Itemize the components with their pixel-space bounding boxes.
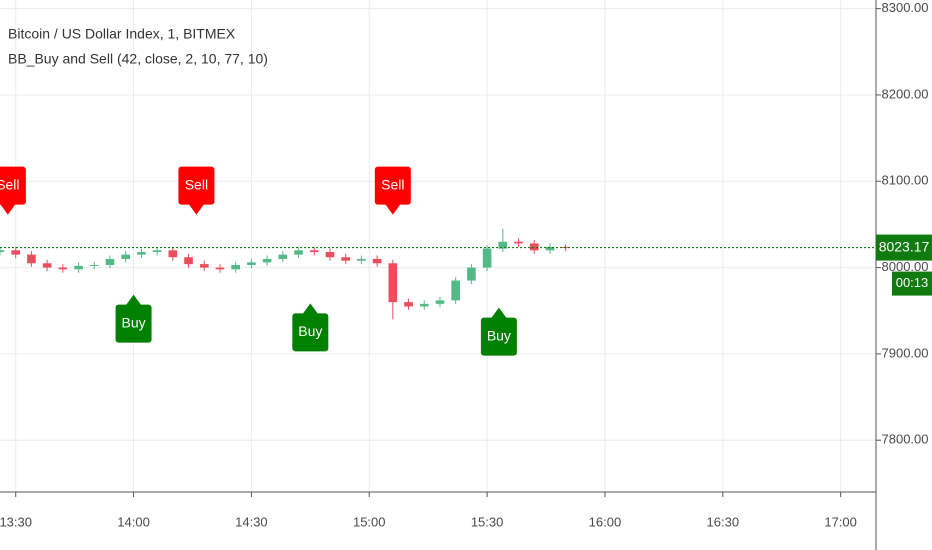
marker-label: Sell — [0, 176, 20, 192]
marker-box — [0, 166, 26, 205]
candle-body — [419, 303, 429, 307]
x-tick-label: 14:30 — [235, 514, 268, 529]
candle-body — [372, 258, 382, 264]
candle-body — [27, 254, 36, 264]
marker-label: Sell — [381, 176, 404, 192]
marker-box — [374, 166, 411, 205]
candle-body — [0, 250, 5, 253]
candle-body — [341, 257, 351, 261]
axes: 7800.00 7900.00 8000.00 8100.00 8200.00 8300.… — [0, 0, 932, 529]
marker-box — [480, 317, 517, 356]
candle-body — [294, 250, 303, 255]
candle-body — [105, 258, 115, 265]
marker-label: Buy — [121, 314, 145, 330]
plot: Sell Buy Sell Buy Sell Buy — [0, 166, 876, 356]
y-tick-label: 7900.00 — [882, 345, 929, 360]
candle-body — [121, 254, 131, 259]
candle-body — [498, 241, 508, 249]
candle-body — [199, 264, 209, 268]
marker-arrow — [0, 203, 16, 215]
candle-body — [215, 267, 225, 270]
candle-body — [247, 262, 256, 265]
marker-arrow — [384, 203, 401, 215]
y-tick-label: 8000.00 — [882, 259, 929, 274]
buy-marker: Buy — [292, 303, 329, 352]
countdown-label: 00:13 — [896, 275, 929, 290]
marker-box — [115, 304, 152, 343]
candle-body — [184, 257, 193, 265]
y-tick-label: 8200.00 — [882, 86, 929, 101]
countdown-box — [892, 271, 932, 296]
marker-box — [292, 313, 329, 352]
marker-label: Buy — [487, 327, 511, 343]
y-tick-label: 8100.00 — [882, 173, 929, 188]
candle-body — [435, 300, 445, 304]
candle-body — [529, 243, 539, 251]
last-price-box — [876, 234, 932, 261]
x-tick-label: 17:00 — [824, 514, 857, 529]
indicator-title: BB_Buy and Sell (42, close, 2, 10, 77, 1… — [8, 51, 268, 67]
sell-marker: Sell — [178, 166, 215, 215]
candle-body — [89, 264, 99, 266]
candle-body — [545, 246, 555, 251]
candle-body — [262, 258, 272, 263]
buy-marker: Buy — [480, 307, 517, 356]
marker-label: Buy — [298, 323, 322, 339]
sell-marker: Sell — [0, 166, 26, 215]
last-price-label: 8023.17 — [879, 238, 930, 254]
y-tick-label: 8300.00 — [882, 0, 929, 15]
marker-arrow — [125, 294, 142, 306]
candle-body — [278, 254, 288, 259]
x-tick-label: 13:30 — [0, 514, 32, 529]
y-tick-label: 7800.00 — [882, 432, 929, 447]
marker-arrow — [490, 307, 507, 319]
sell-marker: Sell — [374, 166, 411, 215]
x-tick-label: 16:30 — [707, 514, 740, 529]
marker-box — [178, 166, 215, 205]
candle-body — [404, 302, 413, 307]
candle-body — [467, 267, 476, 281]
x-tick-label: 15:00 — [353, 514, 386, 529]
candle-body — [231, 264, 241, 270]
candle-body — [388, 263, 398, 303]
candle-body — [58, 267, 68, 270]
candle-body — [357, 258, 366, 261]
x-tick-label: 16:00 — [589, 514, 622, 529]
chart-title: Bitcoin / US Dollar Index, 1, BITMEX — [8, 26, 236, 42]
grid — [0, 0, 876, 492]
marker-label: Sell — [185, 176, 208, 192]
candle-body — [152, 250, 162, 253]
marker-arrow — [302, 303, 319, 315]
candle-body — [482, 248, 492, 268]
candle-body — [74, 265, 83, 270]
candle-body — [137, 252, 146, 255]
candle-body — [11, 250, 21, 255]
candle-body — [325, 252, 335, 258]
candle-body — [451, 280, 460, 301]
candle-body — [42, 263, 52, 268]
marker-arrow — [188, 203, 205, 215]
x-tick-label: 14:00 — [117, 514, 150, 529]
candle-body — [514, 241, 523, 244]
candle-body — [309, 250, 319, 253]
buy-marker: Buy — [115, 294, 152, 343]
candle-body — [168, 250, 178, 258]
x-tick-label: 15:30 — [471, 514, 504, 529]
